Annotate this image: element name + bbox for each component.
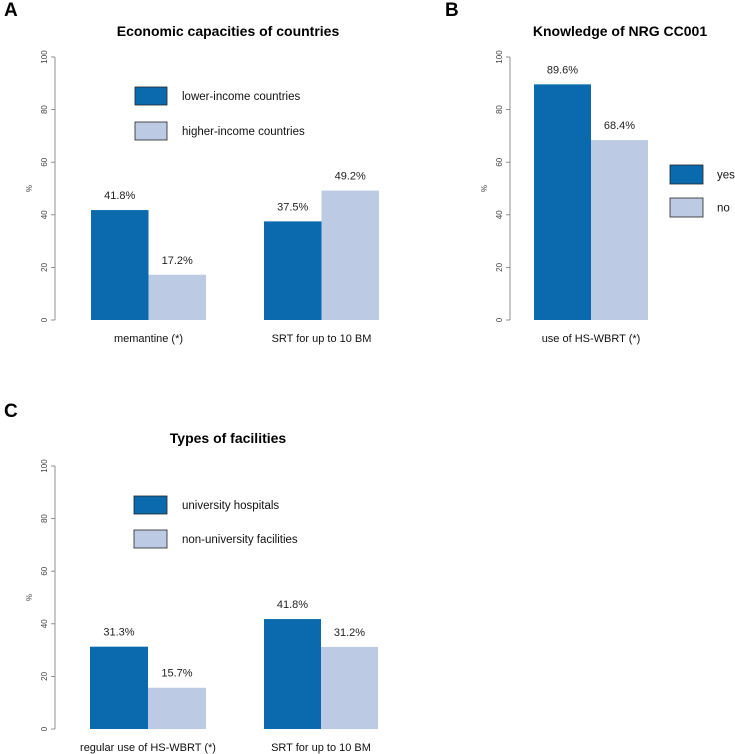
legend-swatch <box>669 197 704 218</box>
bar-value-label: 49.2% <box>335 171 366 183</box>
y-tick-label: 80 <box>40 514 49 523</box>
bar <box>91 210 149 320</box>
y-tick-label: 60 <box>40 566 49 575</box>
panel-letter: C <box>4 401 18 422</box>
bar <box>90 646 148 729</box>
legend-swatch <box>134 86 168 106</box>
y-tick-label: 20 <box>40 262 49 271</box>
bar <box>148 274 206 320</box>
chart-title: Economic capacities of countries <box>117 23 340 39</box>
category-label: regular use of HS-WBRT (*) <box>80 742 216 754</box>
y-tick-label: 20 <box>40 671 49 680</box>
y-tick-label: 0 <box>40 726 49 731</box>
bar <box>264 619 321 729</box>
legend-label: non-university facilities <box>182 534 298 546</box>
legend-label: higher-income countries <box>182 126 305 138</box>
bar <box>321 190 379 320</box>
bar-value-label: 37.5% <box>277 201 308 213</box>
legend-swatch <box>669 164 704 185</box>
legend-swatch <box>133 495 168 515</box>
bar-value-label: 68.4% <box>604 120 635 132</box>
y-tick-label: 0 <box>40 317 49 322</box>
category-label: SRT for up to 10 BM <box>271 742 371 754</box>
y-tick-label: 40 <box>40 210 49 219</box>
y-axis-label: % <box>25 185 34 192</box>
chart-title: Knowledge of NRG CC001 <box>533 23 707 39</box>
bar <box>264 221 322 320</box>
bar-value-label: 41.8% <box>277 599 308 611</box>
y-tick-label: 0 <box>495 317 504 322</box>
bar-value-label: 31.3% <box>103 627 134 639</box>
bar-value-label: 17.2% <box>162 255 193 267</box>
y-tick-label: 100 <box>40 50 49 64</box>
y-tick-label: 80 <box>495 105 504 114</box>
legend-label: yes <box>717 170 735 182</box>
category-label: memantine (*) <box>114 333 183 345</box>
legend-label: lower-income countries <box>182 91 300 103</box>
chart-title: Types of facilities <box>170 430 287 446</box>
panel-letter: A <box>4 0 18 21</box>
legend-label: university hospitals <box>182 500 279 512</box>
bar <box>148 687 206 729</box>
bar-value-label: 89.6% <box>547 64 578 76</box>
y-tick-label: 60 <box>40 157 49 166</box>
bar-value-label: 41.8% <box>104 190 135 202</box>
y-tick-label: 40 <box>495 210 504 219</box>
y-tick-label: 100 <box>40 459 49 473</box>
y-tick-label: 100 <box>495 50 504 64</box>
y-tick-label: 20 <box>495 262 504 271</box>
bar-value-label: 15.7% <box>161 668 192 680</box>
y-axis-label: % <box>25 594 34 601</box>
y-tick-label: 60 <box>495 157 504 166</box>
category-label: SRT for up to 10 BM <box>272 333 372 345</box>
legend-label: no <box>717 203 730 215</box>
legend-swatch <box>134 121 168 141</box>
panel-letter: B <box>445 0 459 21</box>
y-tick-label: 40 <box>40 619 49 628</box>
y-axis-label: % <box>480 185 489 192</box>
bar <box>534 84 591 321</box>
bar <box>321 646 378 729</box>
bar-value-label: 31.2% <box>334 627 365 639</box>
category-label: use of HS-WBRT (*) <box>542 333 641 345</box>
bar <box>591 140 648 320</box>
legend-swatch <box>133 529 168 549</box>
y-tick-label: 80 <box>40 105 49 114</box>
